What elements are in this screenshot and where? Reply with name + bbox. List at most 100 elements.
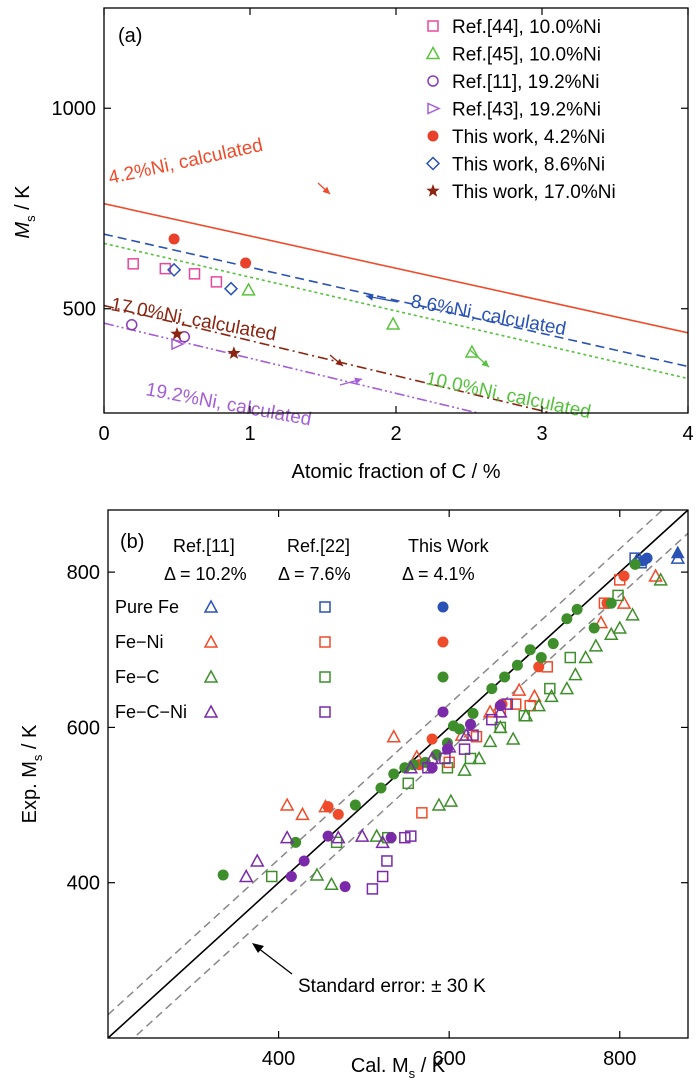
calculated-line-0 bbox=[104, 202, 688, 334]
legend-b-marker-1-0 bbox=[203, 634, 219, 648]
legend-a-marker-5 bbox=[425, 156, 441, 171]
point-b-9-1 bbox=[290, 836, 302, 848]
point-a-4-1 bbox=[240, 257, 252, 269]
point-b-5-2 bbox=[470, 730, 483, 743]
standard-error-annotation: Standard error: ± 30 K bbox=[252, 943, 486, 997]
point-b-4-10 bbox=[616, 595, 632, 609]
standard-error-arrow bbox=[257, 947, 293, 975]
point-b-12-1 bbox=[298, 855, 310, 867]
point-b-11-9 bbox=[486, 713, 498, 726]
point-b-8-3 bbox=[402, 777, 414, 790]
point-b-12-3 bbox=[339, 881, 351, 893]
line-label-arrowhead-1 bbox=[366, 293, 374, 301]
point-b-10-3 bbox=[331, 830, 346, 844]
point-a-2-0 bbox=[125, 319, 138, 331]
point-b-6-5 bbox=[533, 661, 545, 673]
plot-area-a bbox=[103, 7, 689, 414]
calculated-lines bbox=[104, 202, 688, 413]
point-a-6-1 bbox=[227, 346, 241, 359]
chart-panel-a: 4.2%Ni, calculated 8.6%Ni, calculated 10.0… bbox=[12, 7, 694, 483]
data-points-b bbox=[217, 545, 686, 895]
point-a-6-0 bbox=[170, 327, 184, 340]
legend-a-marker-6 bbox=[426, 184, 440, 197]
point-b-4-3 bbox=[386, 729, 401, 743]
point-b-9-13 bbox=[486, 683, 498, 695]
legend-b-marker-0-1 bbox=[319, 601, 331, 613]
standard-error-label: Standard error: ± 30 K bbox=[298, 976, 486, 997]
point-a-0-3 bbox=[210, 276, 223, 288]
point-a-5-0 bbox=[167, 262, 182, 277]
x-tick-label-b-1: 600 bbox=[432, 1048, 465, 1070]
axis-ticks-a: 0 1 2 3 4 500 1000 bbox=[52, 8, 694, 445]
point-b-10-0 bbox=[238, 868, 254, 883]
legend-a-label-6: This work, 17.0%Ni bbox=[452, 182, 616, 203]
legend-a-label-5: This work, 8.6%Ni bbox=[452, 155, 605, 176]
point-b-7-13 bbox=[559, 681, 575, 695]
line-label-arrowhead-4 bbox=[354, 377, 362, 385]
axis-ticks-b: 400 600 800 400 600 800 bbox=[67, 510, 688, 1070]
legend-a-marker-3 bbox=[427, 102, 441, 115]
point-b-7-1 bbox=[324, 876, 339, 891]
point-b-4-9 bbox=[593, 615, 609, 629]
legend-b-marker-2-0 bbox=[203, 669, 219, 683]
y-tick-label-b-1: 600 bbox=[67, 717, 100, 739]
point-b-9-19 bbox=[561, 613, 573, 625]
legend-b-marker-3-0 bbox=[203, 704, 219, 718]
legend-b-header-ref-2: This Work bbox=[408, 536, 490, 556]
legend-b-row-label-2: Fe−C bbox=[115, 667, 160, 687]
x-tick-label-a-2: 2 bbox=[390, 423, 401, 445]
x-axis-label-a: Atomic fraction of C / % bbox=[292, 461, 501, 483]
point-b-6-0 bbox=[322, 801, 334, 813]
x-axis-label-b-unit: / K bbox=[415, 1055, 446, 1077]
point-a-3-0 bbox=[171, 337, 185, 351]
point-b-9-15 bbox=[511, 659, 523, 671]
point-b-12-0 bbox=[285, 870, 297, 882]
calculated-line-4 bbox=[104, 322, 482, 413]
line-label-1: 8.6%Ni, calculated bbox=[409, 291, 568, 340]
point-b-7-7 bbox=[482, 733, 498, 748]
x-tick-label-a-1: 1 bbox=[244, 423, 255, 445]
point-b-11-4 bbox=[405, 830, 417, 842]
point-b-7-11 bbox=[531, 698, 546, 712]
point-b-7-14 bbox=[568, 667, 583, 681]
calculated-line-2 bbox=[104, 242, 688, 380]
legend-a-label-2: Ref.[11], 19.2%Ni bbox=[452, 72, 600, 93]
point-b-10-10 bbox=[493, 704, 508, 718]
point-b-12-5 bbox=[426, 762, 438, 774]
point-b-9-23 bbox=[629, 558, 641, 570]
point-a-0-2 bbox=[188, 268, 201, 280]
point-b-9-2 bbox=[349, 799, 361, 811]
y-axis-label-b: Exp. Ms / K bbox=[19, 724, 45, 823]
point-b-7-9 bbox=[505, 731, 521, 745]
legend-b-marker-1-2 bbox=[437, 636, 449, 648]
y-tick-label-a-1: 1000 bbox=[52, 98, 97, 120]
panel-label-b: (b) bbox=[120, 531, 144, 553]
legend-b-marker-2-2 bbox=[437, 671, 449, 683]
point-b-9-17 bbox=[535, 652, 547, 664]
legend-a-label-1: Ref.[45], 10.0%Ni bbox=[452, 45, 601, 66]
y-tick-label-a-0: 500 bbox=[63, 299, 96, 321]
legend-b-header-delta-0: Δ = 10.2% bbox=[164, 564, 247, 584]
point-b-10-5 bbox=[375, 834, 390, 849]
point-a-0-0 bbox=[127, 258, 139, 270]
y-tick-label-b-2: 800 bbox=[67, 562, 100, 584]
legend-b-header-delta-1: Δ = 7.6% bbox=[278, 564, 351, 584]
lower-error-line bbox=[132, 532, 688, 1038]
point-b-4-6 bbox=[482, 704, 498, 718]
y-axis-label-a-sub: s bbox=[23, 215, 38, 222]
point-b-11-7 bbox=[458, 743, 471, 755]
point-b-11-3 bbox=[399, 831, 411, 844]
point-a-1-0 bbox=[241, 282, 256, 296]
x-tick-label-b-0: 400 bbox=[262, 1048, 295, 1070]
y-tick-label-b-0: 400 bbox=[67, 873, 100, 895]
point-b-10-1 bbox=[250, 853, 265, 867]
upper-error-line bbox=[108, 510, 664, 1016]
legend-a-marker-2 bbox=[427, 75, 439, 87]
point-b-8-5 bbox=[464, 752, 477, 765]
plot-area-b bbox=[107, 509, 689, 1039]
legend-b-marker-3-1 bbox=[319, 706, 331, 718]
point-b-7-20 bbox=[653, 572, 668, 586]
point-b-8-8 bbox=[544, 682, 556, 695]
legend-a-marker-4 bbox=[427, 130, 439, 142]
point-b-4-11 bbox=[648, 568, 663, 582]
